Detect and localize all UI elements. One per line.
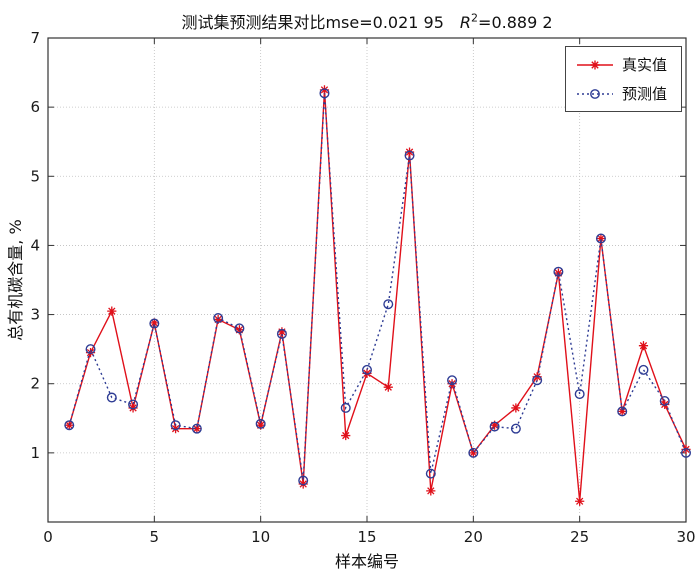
pred-series-marker-icon (576, 88, 613, 99)
svg-text:7: 7 (30, 29, 40, 47)
r-exponent: 2 (471, 11, 479, 25)
svg-text:1: 1 (30, 444, 40, 462)
title-main: 测试集预测结果对比mse=0.021 95 (181, 13, 444, 32)
svg-text:30: 30 (676, 528, 695, 546)
true-series-marker-icon (576, 60, 613, 69)
legend-item-pred: 预测值 (576, 83, 667, 104)
svg-text:20: 20 (464, 528, 483, 546)
r-value: =0.889 2 (478, 13, 553, 32)
svg-text:6: 6 (30, 98, 40, 116)
svg-text:4: 4 (30, 236, 40, 254)
title-r-squared: R2=0.889 2 (459, 11, 553, 32)
legend: 真实值 预测值 (564, 46, 682, 112)
svg-text:15: 15 (357, 528, 376, 546)
legend-item-true: 真实值 (576, 54, 667, 75)
r-symbol: R (459, 13, 472, 32)
svg-text:25: 25 (570, 528, 589, 546)
svg-text:3: 3 (30, 306, 40, 324)
svg-text:5: 5 (150, 528, 160, 546)
x-axis-label: 样本编号 (334, 552, 399, 571)
svg-text:5: 5 (30, 167, 40, 185)
chart-title: 测试集预测结果对比mse=0.021 95 R2=0.889 2 (48, 9, 686, 33)
svg-text:0: 0 (43, 528, 53, 546)
legend-label-pred: 预测值 (621, 85, 667, 103)
y-axis-label: 总有机碳含量, % (6, 219, 25, 341)
legend-label-true: 真实值 (621, 56, 667, 74)
svg-text:10: 10 (251, 528, 270, 546)
svg-text:2: 2 (30, 375, 40, 393)
